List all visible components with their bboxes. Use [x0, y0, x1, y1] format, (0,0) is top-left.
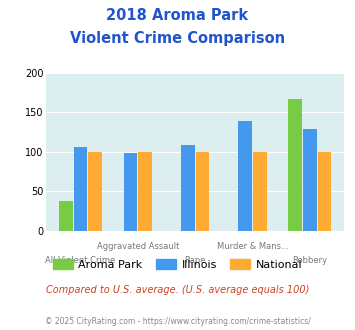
Text: Violent Crime Comparison: Violent Crime Comparison — [70, 31, 285, 46]
Text: Rape: Rape — [185, 256, 206, 265]
Text: Aggravated Assault: Aggravated Assault — [97, 242, 179, 251]
Text: All Violent Crime: All Violent Crime — [45, 256, 116, 265]
Bar — [303, 129, 317, 231]
Bar — [138, 152, 152, 231]
Text: Robbery: Robbery — [293, 256, 328, 265]
Bar — [239, 121, 252, 231]
Text: © 2025 CityRating.com - https://www.cityrating.com/crime-statistics/: © 2025 CityRating.com - https://www.city… — [45, 317, 310, 326]
Bar — [318, 152, 332, 231]
Bar — [196, 152, 209, 231]
Text: Murder & Mans...: Murder & Mans... — [217, 242, 289, 251]
Bar — [253, 152, 267, 231]
Bar — [59, 201, 73, 231]
Bar — [74, 147, 87, 231]
Text: Compared to U.S. average. (U.S. average equals 100): Compared to U.S. average. (U.S. average … — [46, 285, 309, 295]
Legend: Aroma Park, Illinois, National: Aroma Park, Illinois, National — [48, 255, 307, 274]
Bar — [181, 145, 195, 231]
Bar — [124, 153, 137, 231]
Bar — [88, 152, 102, 231]
Bar — [288, 99, 302, 231]
Text: 2018 Aroma Park: 2018 Aroma Park — [106, 8, 248, 23]
